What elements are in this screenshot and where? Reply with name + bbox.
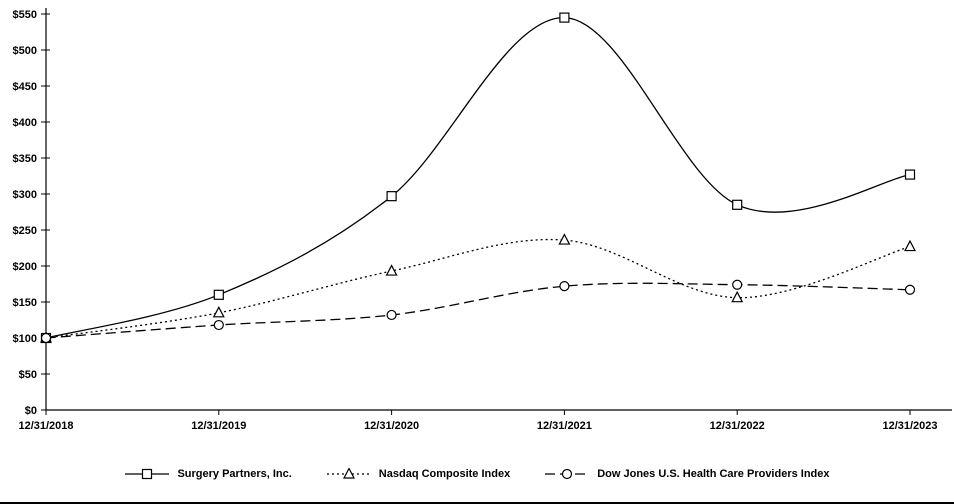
legend-label-surgery-partners: Surgery Partners, Inc.: [177, 468, 292, 480]
svg-text:$350: $350: [13, 153, 37, 165]
legend-label-dow-jones-health-care: Dow Jones U.S. Health Care Providers Ind…: [597, 468, 830, 480]
line-chart: $0 $50 $100 $150 $200 $250 $300 $350 $400 $450 $50…: [13, 8, 952, 432]
svg-text:$150: $150: [13, 297, 37, 309]
svg-text:$400: $400: [13, 117, 37, 129]
chart-legend: Surgery Partners, Inc. Nasdaq Composite …: [0, 468, 954, 480]
svg-text:12/31/2019: 12/31/2019: [191, 420, 246, 432]
svg-text:$200: $200: [13, 261, 37, 273]
bottom-divider: [0, 502, 954, 504]
svg-text:12/31/2020: 12/31/2020: [364, 420, 419, 432]
svg-text:$100: $100: [13, 333, 37, 345]
legend-circle-marker-icon: [545, 468, 590, 480]
svg-text:$50: $50: [19, 369, 37, 381]
svg-text:12/31/2021: 12/31/2021: [537, 420, 592, 432]
svg-text:$300: $300: [13, 189, 37, 201]
svg-text:$500: $500: [13, 45, 37, 57]
svg-text:$450: $450: [13, 81, 37, 93]
svg-text:$0: $0: [25, 405, 37, 417]
svg-text:12/31/2022: 12/31/2022: [710, 420, 765, 432]
legend-item-surgery-partners: Surgery Partners, Inc.: [124, 468, 292, 480]
svg-text:12/31/2023: 12/31/2023: [882, 420, 937, 432]
legend-label-nasdaq-composite: Nasdaq Composite Index: [378, 468, 511, 480]
legend-triangle-marker-icon: [326, 468, 371, 479]
legend-item-nasdaq-composite: Nasdaq Composite Index: [326, 468, 510, 480]
legend-item-dow-jones-health-care: Dow Jones U.S. Health Care Providers Ind…: [544, 468, 830, 480]
svg-text:$550: $550: [13, 9, 37, 21]
legend-square-marker-icon: [125, 468, 170, 480]
svg-text:$250: $250: [13, 225, 37, 237]
svg-text:12/31/2018: 12/31/2018: [18, 420, 73, 432]
